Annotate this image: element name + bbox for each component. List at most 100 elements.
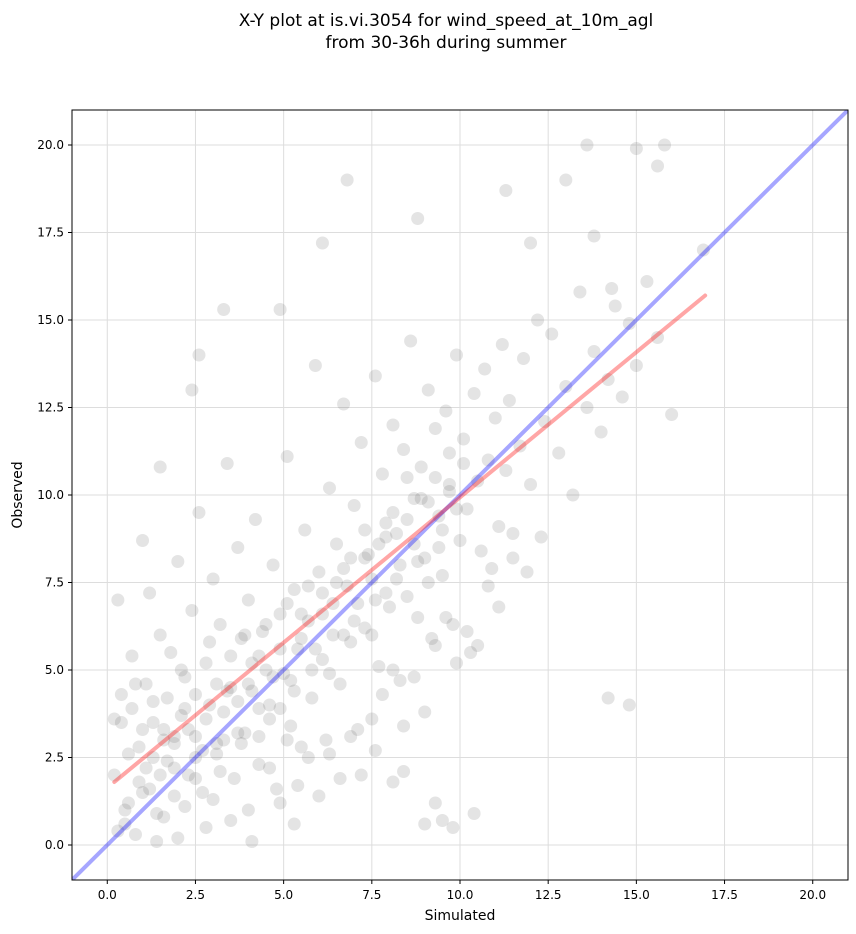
y-axis-label: Observed [10, 461, 26, 528]
data-point [601, 691, 615, 705]
data-point [407, 670, 421, 684]
data-point [372, 660, 386, 673]
data-point [442, 446, 456, 460]
data-point [460, 502, 474, 516]
data-point [114, 716, 128, 729]
y-axis-ticks: 0.0 2.5 5.0 7.5 10.0 12.5 15.0 17.5 20.0 [37, 138, 72, 852]
data-point [301, 614, 315, 628]
data-point [294, 740, 308, 754]
data-point [580, 138, 594, 152]
data-point [587, 345, 601, 358]
reference-lines [72, 110, 848, 880]
data-point [128, 677, 142, 691]
data-point [167, 737, 181, 750]
data-point [622, 698, 636, 712]
x-tick-label: 5.0 [274, 888, 293, 902]
data-point [499, 184, 513, 197]
data-point [608, 299, 622, 313]
data-point [224, 814, 238, 827]
data-point [210, 737, 224, 750]
data-point [365, 628, 379, 642]
data-point [418, 817, 432, 831]
data-point [421, 383, 435, 397]
data-point [315, 586, 329, 600]
data-point [400, 513, 414, 526]
data-point [435, 569, 449, 582]
data-point [457, 457, 471, 470]
data-point [136, 723, 150, 736]
data-point [178, 670, 192, 684]
data-point [136, 786, 150, 799]
data-point [143, 586, 157, 600]
data-point [379, 516, 393, 530]
data-point [481, 579, 495, 593]
data-point [284, 674, 298, 687]
data-point [146, 695, 160, 708]
data-point [428, 796, 442, 810]
data-point [188, 772, 202, 785]
data-point [196, 786, 210, 799]
data-point [492, 600, 506, 614]
data-point [128, 828, 142, 841]
data-point [121, 796, 135, 810]
data-point [114, 688, 128, 701]
data-point [379, 586, 393, 600]
data-point [118, 817, 132, 831]
data-point [418, 551, 432, 565]
data-point [524, 478, 538, 491]
data-point [414, 460, 428, 474]
data-point [217, 303, 231, 316]
data-point [315, 653, 329, 666]
data-point [365, 572, 379, 586]
data-point [263, 712, 277, 726]
data-point [471, 639, 485, 652]
data-point [361, 548, 375, 561]
data-point [150, 807, 164, 820]
data-point [552, 446, 566, 460]
data-point [231, 541, 245, 554]
data-point [354, 768, 368, 782]
data-point [206, 572, 220, 586]
data-point [404, 334, 418, 348]
data-point [280, 597, 294, 610]
data-point [291, 642, 305, 656]
data-point [375, 688, 389, 701]
data-point [442, 478, 456, 491]
data-point [280, 733, 294, 747]
data-point [143, 782, 157, 796]
data-point [167, 730, 181, 743]
data-point [344, 730, 358, 743]
data-point [199, 656, 213, 670]
data-point [372, 537, 386, 551]
data-point [651, 331, 665, 344]
data-point [467, 387, 481, 400]
data-point [224, 649, 238, 663]
data-point [397, 443, 411, 456]
data-point [368, 593, 382, 607]
data-point [248, 513, 262, 526]
data-point [245, 656, 259, 670]
data-point [506, 551, 520, 565]
data-point [587, 229, 601, 243]
x-tick-label: 2.5 [186, 888, 205, 902]
data-point [347, 499, 361, 512]
data-point [196, 744, 210, 757]
data-point [344, 635, 358, 649]
data-point [601, 373, 615, 386]
data-point [132, 740, 146, 754]
data-point [488, 411, 502, 425]
data-point [411, 611, 425, 624]
data-point [294, 607, 308, 621]
data-point [164, 646, 178, 659]
fit-line [112, 293, 708, 784]
data-point [192, 348, 206, 362]
data-point [326, 597, 340, 610]
data-point [481, 453, 495, 467]
data-point [210, 677, 224, 691]
data-point [188, 688, 202, 701]
x-tick-label: 17.5 [711, 888, 738, 902]
data-point [255, 625, 269, 638]
data-point [224, 681, 238, 694]
data-point [273, 607, 287, 621]
